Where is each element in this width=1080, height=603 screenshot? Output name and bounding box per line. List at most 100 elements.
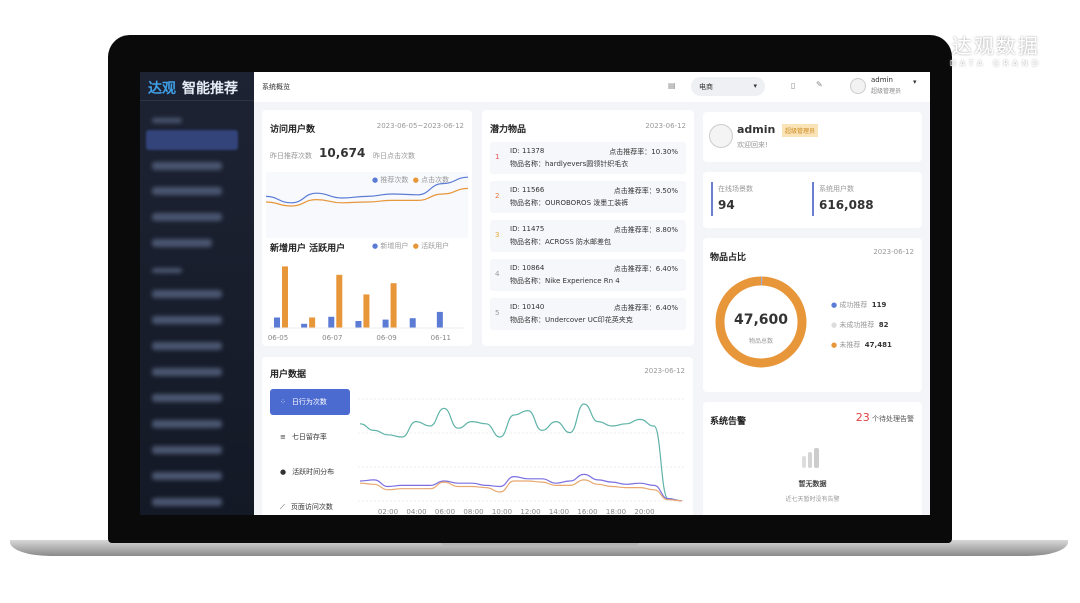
tab-timer[interactable]: ● 活跃时间分布 — [270, 459, 350, 485]
bars-icon: ≡ — [280, 433, 286, 441]
sidebar-item[interactable] — [152, 420, 222, 428]
document-icon[interactable]: ▯ — [791, 81, 796, 90]
rec-label: 昨日推荐次数 — [270, 152, 312, 160]
item-id: ID: 11475 — [510, 225, 545, 233]
role-badge: 超级管理员 — [782, 124, 819, 137]
rate-value: 8.80% — [655, 226, 678, 234]
sidebar-item[interactable] — [152, 498, 222, 506]
legend-label: 未成功推荐 — [839, 321, 875, 329]
x-tick: 16:00 — [577, 508, 597, 515]
tab-label: 日行为次数 — [291, 398, 327, 406]
item-rank: 1 — [495, 153, 500, 161]
rate-value: 10.30% — [651, 148, 678, 156]
legend-click: 点击次数 — [421, 176, 450, 184]
name-label: 物品名称： — [510, 199, 545, 207]
sidebar-item-active[interactable] — [146, 130, 238, 150]
potential-item[interactable]: 5 ID: 10140 点击推荐率：6.40% 物品名称：Undercover … — [490, 298, 686, 330]
legend-dot-icon: ● — [412, 242, 422, 250]
legend-rec: 推荐次数 — [380, 176, 409, 184]
share-legend-item: ● 未成功推荐 82 — [831, 320, 889, 330]
industry-select[interactable]: 电商 ▾ — [691, 77, 765, 96]
sidebar-item[interactable] — [152, 368, 222, 376]
alerts-count-label: 个待处理告警 — [872, 415, 914, 423]
profile-name: admin — [737, 123, 776, 136]
legend-label: 未推荐 — [839, 341, 861, 349]
tab-label: 活跃时间分布 — [292, 468, 335, 476]
name-label: 物品名称： — [510, 316, 545, 324]
watermark-cn: 达观数据 — [951, 34, 1040, 58]
name-label: 物品名称： — [510, 160, 545, 168]
rate-label: 点击推荐率： — [613, 304, 656, 312]
rate-value: 6.40% — [655, 265, 678, 273]
profile-card: admin 超级管理员 欢迎回来! — [703, 112, 922, 162]
item-name: 物品名称：Nike Experience Rn 4 — [510, 276, 620, 286]
profile-avatar — [709, 124, 733, 148]
timer-icon: ● — [280, 468, 287, 476]
scatter-icon: ⁘ — [280, 398, 286, 406]
bar-06-09-1 — [390, 283, 397, 328]
user-name: admin — [871, 76, 893, 84]
users-value: 616,088 — [819, 198, 874, 212]
tab-line[interactable]: ⟋ 页面访问次数 — [270, 494, 350, 515]
x-tick: 14:00 — [549, 508, 569, 515]
x-tick: 06-05 — [268, 334, 288, 342]
series-line-0 — [359, 403, 683, 502]
tab-scatter[interactable]: ⁘ 日行为次数 — [270, 389, 350, 415]
sidebar-item[interactable] — [152, 472, 222, 480]
userdata-line-chart: 02:00 04:00 06:00 08:00 10:00 12:00 14:00 16:00… — [358, 398, 684, 515]
series-line-0 — [266, 176, 468, 204]
potential-date: 2023-06-12 — [645, 122, 686, 130]
bar-06-07-1 — [336, 274, 343, 328]
potential-item[interactable]: 4 ID: 10864 点击推荐率：6.40% 物品名称：Nike Experi… — [490, 259, 686, 291]
userdata-title: 用户数据 — [270, 370, 307, 380]
empty-text: 暂无数据 — [798, 480, 827, 488]
sidebar-item[interactable] — [152, 239, 212, 247]
sidebar-item[interactable] — [152, 394, 222, 402]
laptop-base — [10, 540, 1068, 556]
potential-card: 潜力物品 2023-06-12 1 ID: 11378 点击推荐率：10.30%… — [482, 110, 694, 346]
alerts-count-wrap: 23 个待处理告警 — [856, 411, 914, 424]
sidebar-item[interactable] — [152, 187, 222, 195]
user-role: 超级管理员 — [871, 88, 902, 95]
legend-active: 活跃用户 — [421, 242, 450, 250]
pen-icon[interactable]: ✎ — [816, 80, 823, 89]
tab-label: 七日留存率 — [291, 433, 327, 441]
sidebar-item[interactable] — [152, 213, 222, 221]
x-tick: 04:00 — [406, 508, 426, 515]
legend-dot-icon: ● — [831, 341, 838, 349]
potential-item[interactable]: 3 ID: 11475 点击推荐率：8.80% 物品名称：ACROSS 防水邮差… — [490, 220, 686, 252]
rec-value: 10,674 — [319, 146, 366, 160]
user-menu-chevron-icon[interactable]: ▾ — [913, 78, 917, 86]
sidebar-item[interactable] — [152, 162, 222, 170]
visits-legend: ● 推荐次数 ● 点击次数 — [372, 175, 449, 185]
chevron-down-icon: ▾ — [753, 82, 757, 90]
tab-bars[interactable]: ≡ 七日留存率 — [270, 424, 350, 450]
legend-value: 82 — [878, 321, 889, 329]
avatar[interactable] — [850, 78, 866, 94]
sidebar-item[interactable] — [152, 446, 222, 454]
potential-item[interactable]: 2 ID: 11566 点击推荐率：9.50% 物品名称：OUROBOROS 泼… — [490, 181, 686, 213]
sidebar-item[interactable] — [152, 316, 222, 324]
alerts-count: 23 — [855, 411, 870, 424]
potential-title: 潜力物品 — [490, 125, 527, 135]
name-label: 物品名称： — [510, 238, 545, 246]
sidebar-item[interactable] — [152, 342, 222, 350]
watermark-en: DATA GRAND — [949, 59, 1042, 68]
laptop-notch — [440, 540, 640, 546]
alerts-card: 系统告警 23 个待处理告警 暂无数据 近七天暂时没有告警 — [703, 402, 922, 515]
brand-company: 达观 — [148, 81, 176, 97]
x-tick: 02:00 — [378, 508, 398, 515]
empty-subtext: 近七天暂时没有告警 — [785, 496, 840, 503]
potential-item[interactable]: 1 ID: 11378 点击推荐率：10.30% 物品名称：hardlyever… — [490, 142, 686, 174]
legend-label: 成功推荐 — [839, 301, 868, 309]
sidebar-item[interactable] — [152, 290, 222, 298]
x-tick: 06-11 — [431, 334, 451, 342]
item-rate: 点击推荐率：8.80% — [614, 225, 678, 235]
bar-06-05-1 — [282, 266, 288, 328]
x-tick: 06-09 — [376, 334, 396, 342]
item-name: 物品名称：OUROBOROS 泼墨工装裤 — [510, 198, 628, 208]
item-id: ID: 11378 — [510, 147, 545, 155]
item-rank: 4 — [495, 270, 500, 278]
screen-icon[interactable]: ▤ — [668, 81, 676, 90]
name-value: Undercover UC印花英夹克 — [545, 316, 633, 324]
